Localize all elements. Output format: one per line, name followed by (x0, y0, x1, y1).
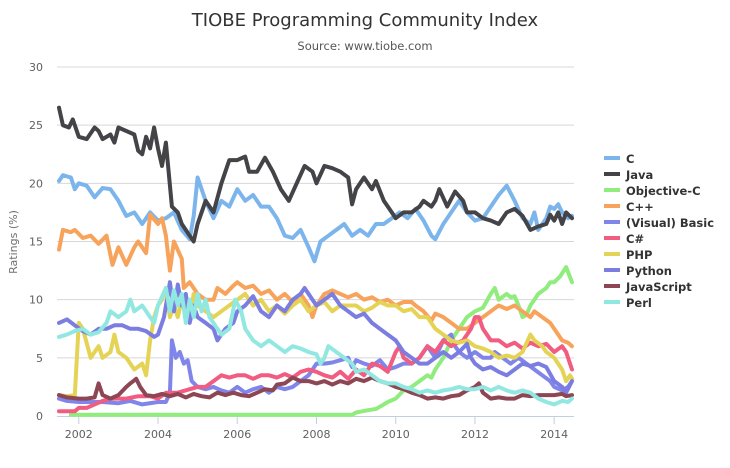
chart-subtitle: Source: www.tiobe.com (297, 39, 433, 53)
legend-label: C (626, 152, 634, 166)
legend-swatch (604, 172, 620, 176)
series-line-javascript[interactable] (57, 375, 574, 401)
y-axis-title: Ratings (%) (7, 210, 20, 274)
legend-label: Python (626, 264, 672, 278)
legend-label: C# (626, 232, 644, 246)
legend-swatch (604, 284, 620, 288)
legend-item[interactable]: (Visual) Basic (604, 216, 714, 230)
legend-item[interactable]: C# (604, 232, 644, 246)
series-line-python[interactable] (57, 280, 574, 395)
legend-swatch (604, 236, 620, 240)
x-tick-label: 2008 (302, 428, 330, 441)
chart-title: TIOBE Programming Community Index (191, 10, 539, 31)
y-tick-label: 15 (29, 236, 43, 249)
legend-label: Objective-C (626, 184, 701, 198)
legend-label: (Visual) Basic (626, 216, 714, 230)
series-line-php[interactable] (57, 286, 574, 399)
x-tick-label: 2004 (144, 428, 172, 441)
legend-swatch (604, 188, 620, 192)
series-line-java[interactable] (57, 105, 574, 244)
legend-swatch (604, 156, 620, 160)
series-line-c[interactable] (57, 173, 574, 264)
x-tick-label: 2012 (461, 428, 489, 441)
legend-label: C++ (626, 200, 654, 214)
y-tick-label: 10 (29, 294, 43, 307)
legend-item[interactable]: Objective-C (604, 184, 701, 198)
y-axis-ticks: 0 5 10 15 20 25 30 (29, 61, 43, 423)
series-line-c++[interactable] (57, 212, 574, 349)
series-lines (57, 105, 574, 417)
legend-item[interactable]: PHP (604, 248, 652, 262)
legend: C Java Objective-C C++ (Visual) Basic C# PHP Py… (604, 152, 714, 310)
legend-label: Java (625, 168, 653, 182)
series-line-perl[interactable] (57, 286, 574, 407)
legend-label: Perl (626, 296, 652, 310)
legend-item[interactable]: JavaScript (604, 280, 692, 294)
legend-swatch (604, 252, 620, 256)
y-tick-label: 30 (29, 61, 43, 74)
y-tick-label: 25 (29, 119, 43, 132)
legend-swatch (604, 220, 620, 224)
legend-label: JavaScript (625, 280, 692, 294)
legend-item[interactable]: Perl (604, 296, 652, 310)
legend-swatch (604, 300, 620, 304)
x-tick-label: 2002 (65, 428, 93, 441)
legend-item[interactable]: C (604, 152, 634, 166)
legend-item[interactable]: C++ (604, 200, 654, 214)
x-tick-label: 2014 (540, 428, 568, 441)
x-tick-label: 2010 (382, 428, 410, 441)
legend-item[interactable]: Python (604, 264, 672, 278)
legend-swatch (604, 268, 620, 272)
y-tick-label: 0 (36, 410, 43, 423)
legend-label: PHP (626, 248, 652, 262)
y-tick-label: 5 (36, 352, 43, 365)
legend-swatch (604, 204, 620, 208)
legend-item[interactable]: Java (604, 168, 653, 182)
series-line-objective-c[interactable] (68, 265, 574, 417)
series-line-visual-basic[interactable] (57, 332, 574, 407)
x-axis: 2002 2004 2006 2008 2010 2012 2014 (57, 416, 574, 441)
x-tick-label: 2006 (223, 428, 251, 441)
y-tick-label: 20 (29, 177, 43, 190)
